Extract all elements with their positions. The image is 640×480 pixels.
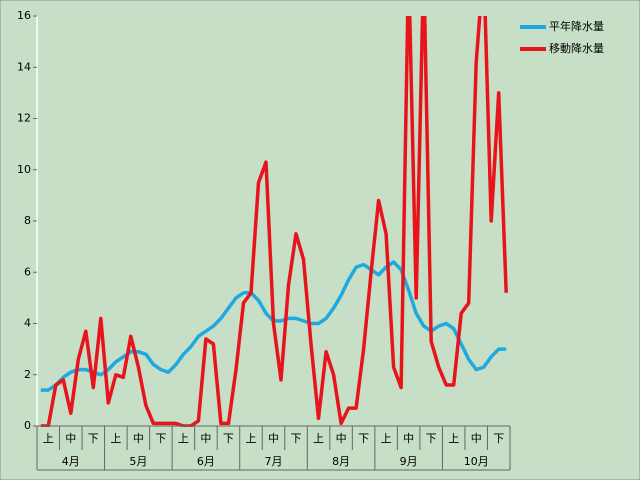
x-tick-label: 中 (471, 432, 482, 445)
y-tick-label: 2 (24, 368, 31, 381)
month-label: 8月 (332, 455, 350, 468)
y-tick-label: 12 (17, 112, 31, 125)
x-tick-label: 上 (110, 432, 121, 445)
x-tick-label: 下 (155, 432, 166, 445)
x-tick-label: 上 (245, 432, 256, 445)
x-tick-label: 中 (65, 432, 76, 445)
month-label: 7月 (265, 455, 283, 468)
plot-area (40, 16, 508, 427)
y-tick-label: 8 (24, 214, 31, 227)
x-tick-label: 下 (358, 432, 369, 445)
x-tick-label: 中 (403, 432, 414, 445)
x-tick-label: 下 (88, 432, 99, 445)
month-label: 10月 (464, 455, 489, 468)
x-tick-label: 下 (291, 432, 302, 445)
x-tick-label: 中 (133, 432, 144, 445)
x-tick-label: 下 (223, 432, 234, 445)
y-tick-label: 6 (24, 265, 31, 278)
y-tick-label: 16 (17, 9, 31, 22)
x-tick-label: 中 (268, 432, 279, 445)
x-tick-label: 下 (426, 432, 437, 445)
y-tick-label: 14 (17, 60, 31, 73)
data-line (40, 16, 508, 427)
x-tick-label: 上 (178, 432, 189, 445)
y-tick-label: 0 (24, 419, 31, 432)
x-tick-label: 中 (200, 432, 211, 445)
month-label: 6月 (197, 455, 215, 468)
y-tick-label: 4 (24, 317, 31, 330)
legend-label: 移動降水量 (549, 41, 604, 55)
month-label: 9月 (400, 455, 418, 468)
x-tick-label: 下 (493, 432, 504, 445)
x-tick-label: 中 (336, 432, 347, 445)
legend-label: 平年降水量 (549, 19, 604, 33)
x-tick-label: 上 (381, 432, 392, 445)
x-tick-label: 上 (43, 432, 54, 445)
y-tick-label: 10 (17, 163, 31, 176)
x-tick-label: 上 (448, 432, 459, 445)
month-label: 4月 (62, 455, 80, 468)
month-label: 5月 (129, 455, 147, 468)
x-tick-label: 上 (313, 432, 324, 445)
